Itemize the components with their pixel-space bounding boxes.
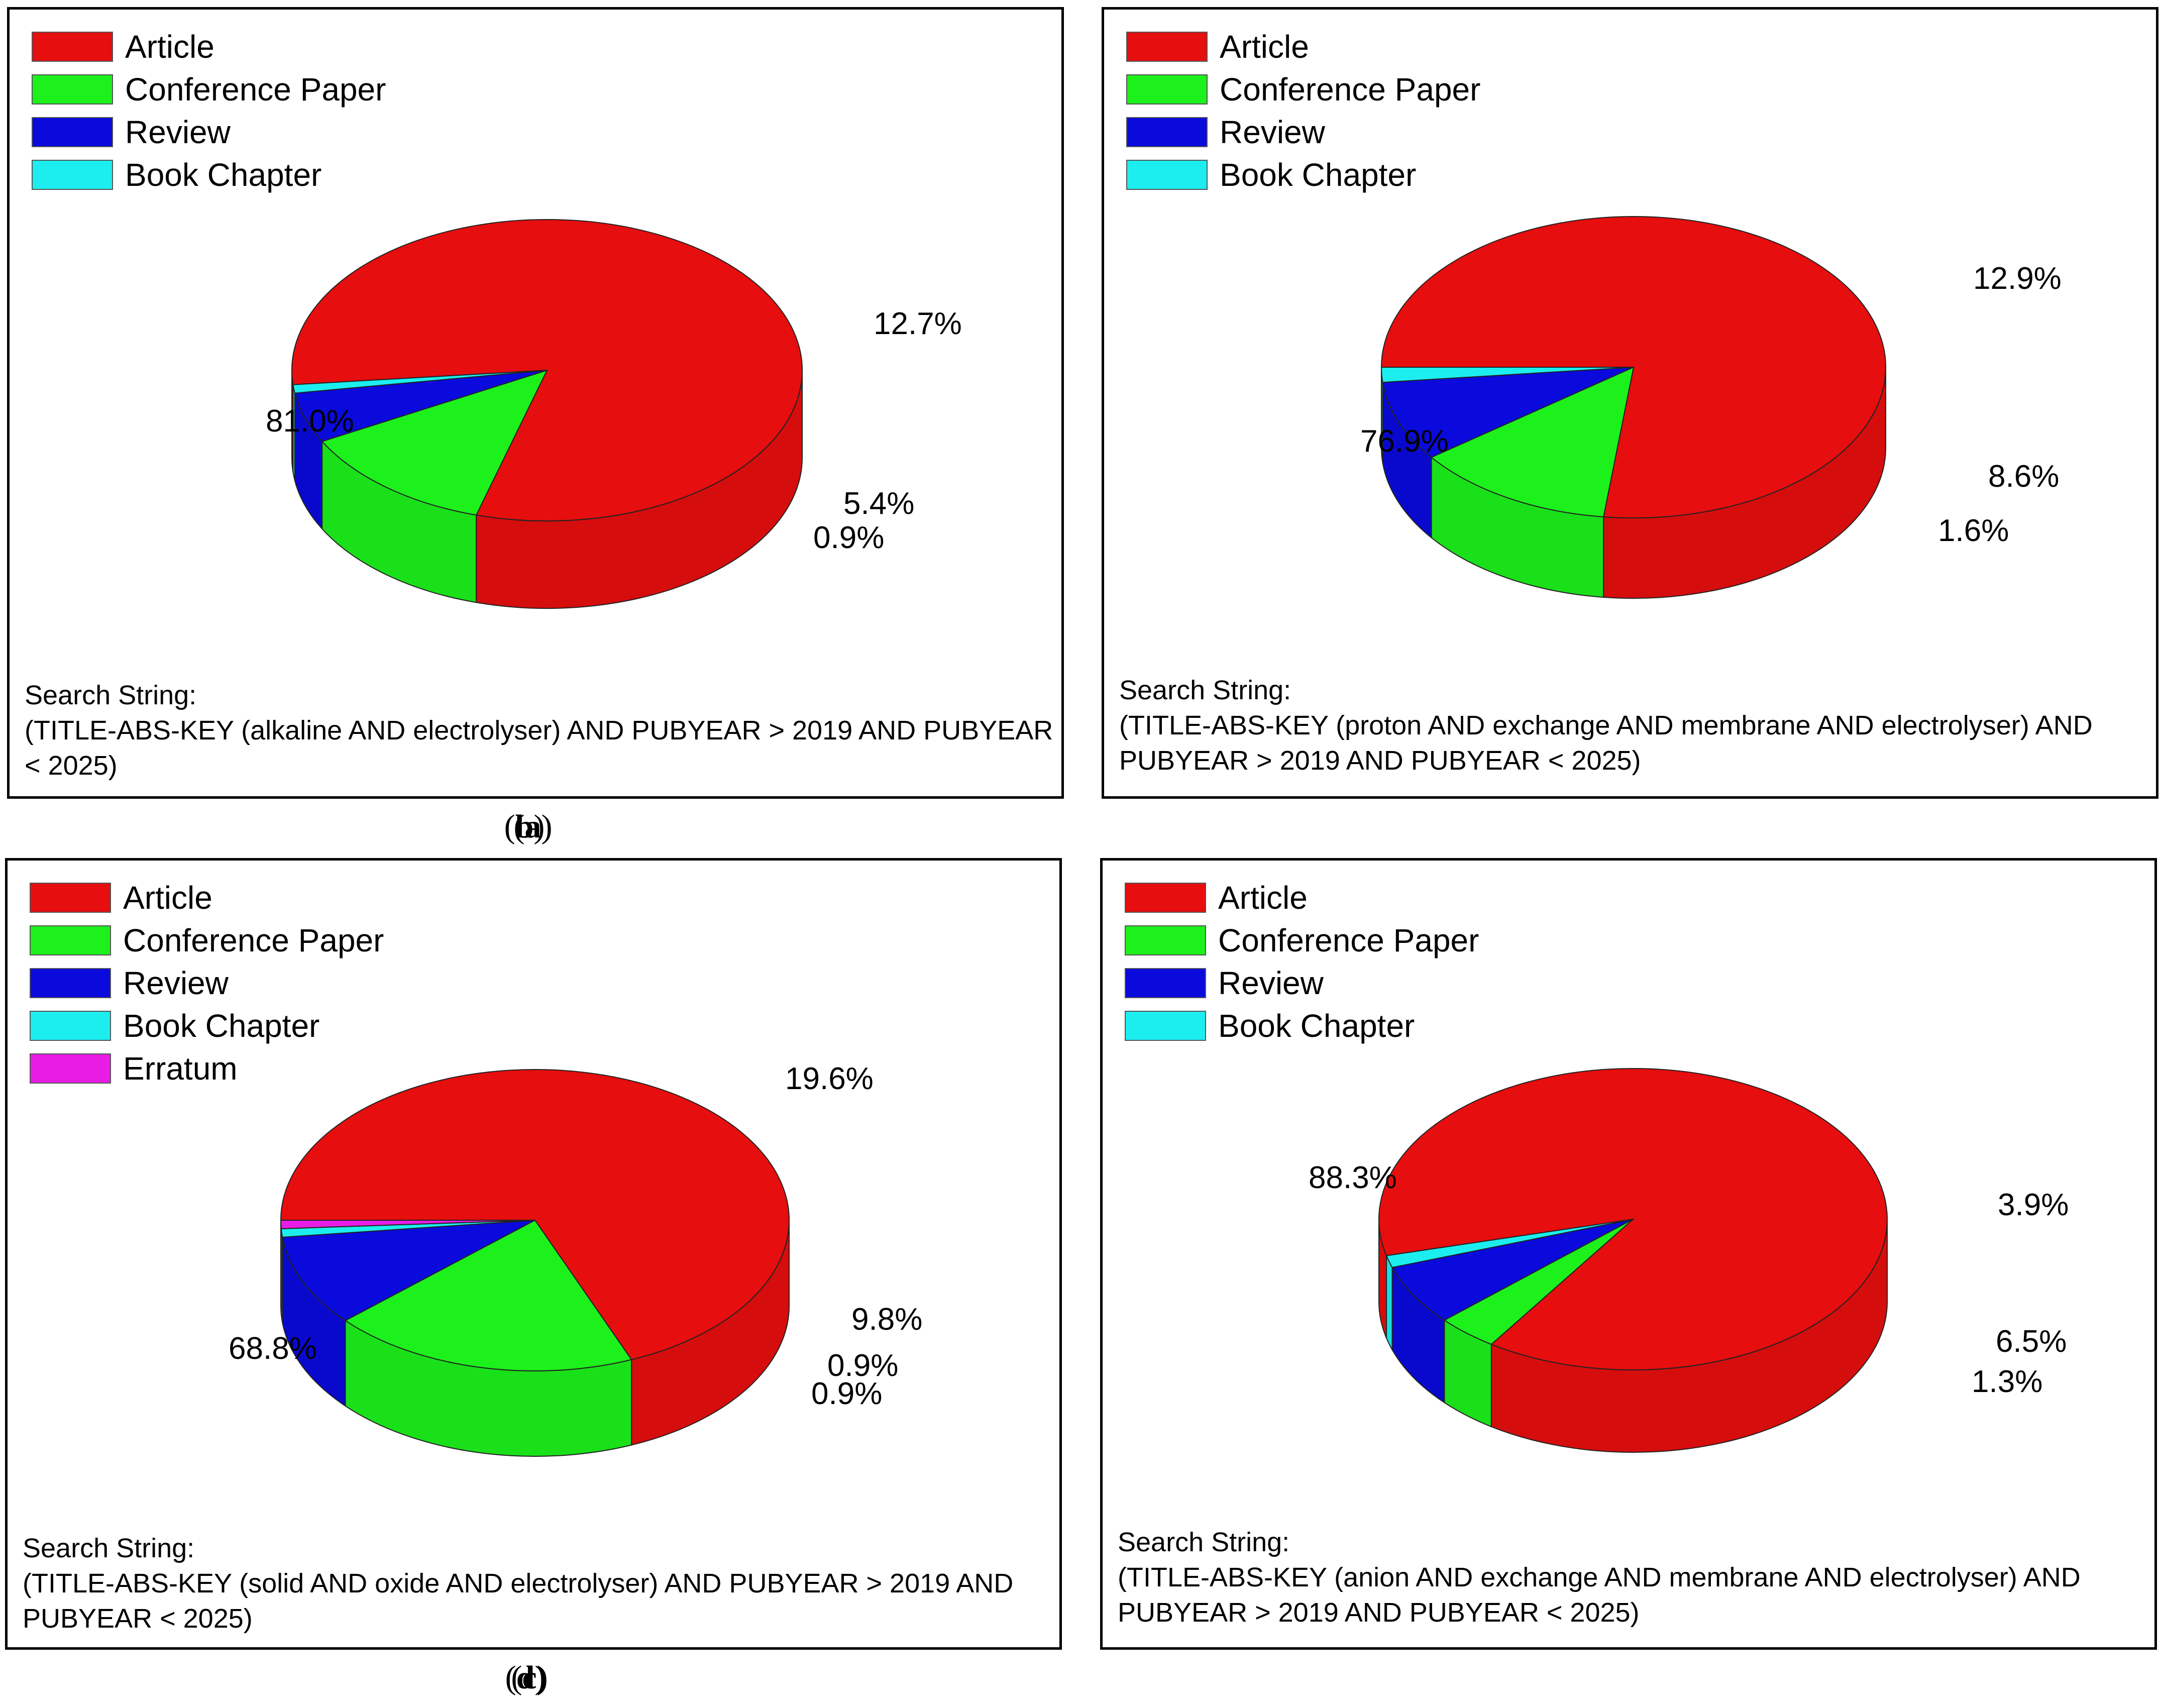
legend-label-conference-paper: Conference Paper xyxy=(1220,71,1480,108)
legend-label-book-chapter: Book Chapter xyxy=(125,157,321,193)
search-string-line: PUBYEAR > 2019 AND PUBYEAR < 2025) xyxy=(1119,745,1641,776)
data-label-book-chapter: 0.9% xyxy=(813,520,884,555)
legend-swatch-book-chapter xyxy=(30,1011,111,1041)
legend-swatch-review xyxy=(32,117,113,147)
legend-label-article: Article xyxy=(1218,880,1308,916)
pie-slice-book-chapter xyxy=(1380,367,1634,383)
data-label-article: 81.0% xyxy=(266,404,354,439)
data-label-erratum: 0.9% xyxy=(811,1376,882,1411)
data-label-book-chapter: 0.9% xyxy=(827,1348,898,1383)
legend-label-conference-paper: Conference Paper xyxy=(123,922,384,958)
legend-swatch-article xyxy=(1126,32,1208,62)
search-string: Search String: (TITLE-ABS-KEY (solid AND … xyxy=(23,1531,1013,1636)
legend-swatch-conference-paper xyxy=(1126,74,1208,104)
search-string-line: PUBYEAR < 2025) xyxy=(23,1604,253,1634)
data-label-review: 8.6% xyxy=(1988,459,2059,494)
data-label-conference-paper: 12.7% xyxy=(874,306,962,341)
legend-label-article: Article xyxy=(123,880,212,916)
data-label-conference-paper: 12.9% xyxy=(1973,261,2062,296)
legend-label-article: Article xyxy=(1220,29,1309,65)
legend-swatch-conference-paper xyxy=(30,925,111,955)
search-string-heading: Search String: xyxy=(1119,675,1291,705)
search-string-heading: Search String: xyxy=(25,680,197,710)
data-label-book-chapter: 1.6% xyxy=(1938,513,2009,548)
legend-label-erratum: Erratum xyxy=(123,1050,238,1087)
legend-swatch-erratum xyxy=(30,1053,111,1084)
search-string-line: (TITLE-ABS-KEY (alkaline AND electrolyse… xyxy=(25,715,1053,745)
legend-swatch-book-chapter xyxy=(1126,160,1208,190)
pie-slice-conference-paper xyxy=(344,1219,632,1371)
pie-slice-conference-paper xyxy=(321,369,548,516)
search-string-line: PUBYEAR > 2019 AND PUBYEAR < 2025) xyxy=(1118,1597,1640,1628)
data-label-article: 68.8% xyxy=(229,1331,317,1366)
pie-slice-review xyxy=(282,1220,535,1321)
chart-panel-a: Article Conference Paper Review Book Chapte… xyxy=(7,7,1064,799)
pie-chart-svg: Article Conference Paper Review Book Chapte… xyxy=(30,880,922,1457)
legend-swatch-article xyxy=(32,32,113,62)
pie-slice-article xyxy=(280,1069,790,1360)
panel-caption: (c) xyxy=(511,1659,548,1696)
legend-swatch-article xyxy=(1125,883,1206,913)
data-label-review: 9.8% xyxy=(851,1302,922,1337)
panel-caption: (b) xyxy=(504,808,545,845)
panel-caption: (a) xyxy=(513,808,553,845)
pie-chart-svg: Article Conference Paper Review Book Chapte… xyxy=(32,29,962,609)
legend-swatch-conference-paper xyxy=(32,74,113,104)
search-string-line: (TITLE-ABS-KEY (solid AND oxide AND elec… xyxy=(23,1568,1014,1598)
legend-swatch-review xyxy=(30,968,111,998)
search-string: Search String: (TITLE-ABS-KEY (anion AND … xyxy=(1118,1525,2081,1630)
legend-label-conference-paper: Conference Paper xyxy=(1218,922,1479,958)
search-string-heading: Search String: xyxy=(23,1533,195,1563)
data-label-review: 5.4% xyxy=(843,486,914,521)
legend-label-book-chapter: Book Chapter xyxy=(1218,1008,1415,1044)
legend-swatch-book-chapter xyxy=(32,160,113,190)
legend-label-conference-paper: Conference Paper xyxy=(125,71,386,108)
pie-slice-book-chapter xyxy=(292,370,548,394)
legend-label-review: Review xyxy=(123,965,229,1001)
legend-swatch-article xyxy=(30,883,111,913)
chart-panel-c: Article Conference Paper Review Book Chapte… xyxy=(5,858,1062,1650)
data-label-article: 88.3% xyxy=(1309,1160,1397,1195)
panel-caption-letter: a xyxy=(524,808,542,845)
legend-label-article: Article xyxy=(125,29,214,65)
chart-panel-d: Article Conference Paper Review Book Chapte… xyxy=(1100,858,2157,1650)
chart-panel-b: Article Conference Paper Review Book Chapte… xyxy=(1102,7,2158,799)
legend-swatch-review xyxy=(1125,968,1206,998)
panel-caption-letter: c xyxy=(522,1659,537,1696)
panel-caption: (d) xyxy=(505,1659,546,1696)
pie-slice-conference-paper xyxy=(1430,366,1635,517)
data-label-conference-paper: 19.6% xyxy=(785,1061,874,1096)
panel-caption-letter: b xyxy=(515,808,534,845)
pie-slice-review xyxy=(1391,1219,1634,1321)
search-string: Search String: (TITLE-ABS-KEY (proton AND… xyxy=(1119,673,2093,778)
data-label-review: 6.5% xyxy=(1996,1324,2067,1359)
pie-slice-book-chapter xyxy=(1385,1219,1634,1268)
search-string-line: (TITLE-ABS-KEY (proton AND exchange AND … xyxy=(1119,710,2093,740)
search-string: Search String: (TITLE-ABS-KEY (alkaline A… xyxy=(25,678,1053,783)
pie-slice-review xyxy=(1382,367,1634,458)
pie-slice-review xyxy=(294,370,548,442)
search-string-line: < 2025) xyxy=(25,751,118,781)
legend-label-review: Review xyxy=(1220,114,1326,150)
panel-caption-letter: d xyxy=(516,1659,535,1696)
legend-label-review: Review xyxy=(1218,965,1324,1001)
pie-slice-erratum xyxy=(280,1220,535,1229)
data-label-book-chapter: 1.3% xyxy=(1972,1364,2042,1399)
pie-chart-svg: Article Conference Paper Review Book Chapte… xyxy=(1126,29,2062,599)
data-label-article: 76.9% xyxy=(1360,424,1449,459)
pie-side-book-chapter xyxy=(1386,1255,1393,1352)
search-string-heading: Search String: xyxy=(1118,1527,1290,1557)
legend-swatch-conference-paper xyxy=(1125,925,1206,955)
legend-label-book-chapter: Book Chapter xyxy=(123,1008,319,1044)
legend-label-review: Review xyxy=(125,114,231,150)
legend-label-book-chapter: Book Chapter xyxy=(1220,157,1416,193)
legend-swatch-review xyxy=(1126,117,1208,147)
search-string-line: (TITLE-ABS-KEY (anion AND exchange AND m… xyxy=(1118,1562,2081,1592)
pie-chart-svg: Article Conference Paper Review Book Chapte… xyxy=(1125,880,2069,1453)
data-label-conference-paper: 3.9% xyxy=(1998,1188,2069,1222)
legend-swatch-book-chapter xyxy=(1125,1011,1206,1041)
